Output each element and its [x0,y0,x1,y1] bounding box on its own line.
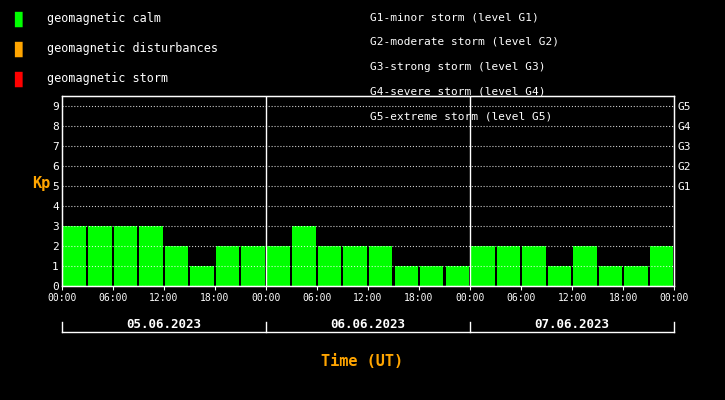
Bar [292,226,316,286]
Bar [241,246,265,286]
Bar [446,266,469,286]
Text: G5-extreme storm (level G5): G5-extreme storm (level G5) [370,111,552,121]
Text: █: █ [14,42,22,58]
Bar [191,266,214,286]
Text: 07.06.2023: 07.06.2023 [534,318,610,331]
Text: geomagnetic calm: geomagnetic calm [47,12,161,25]
Bar [650,246,674,286]
Bar [216,246,239,286]
Bar [165,246,189,286]
Text: 05.06.2023: 05.06.2023 [126,318,202,331]
Text: G4-severe storm (level G4): G4-severe storm (level G4) [370,86,545,96]
Bar [573,246,597,286]
Text: G3-strong storm (level G3): G3-strong storm (level G3) [370,62,545,72]
Bar [420,266,444,286]
Text: G1-minor storm (level G1): G1-minor storm (level G1) [370,12,539,22]
Bar [62,226,86,286]
Bar [497,246,520,286]
Text: geomagnetic storm: geomagnetic storm [47,72,168,85]
Bar [599,266,622,286]
Bar [547,266,571,286]
Bar [139,226,162,286]
Bar [394,266,418,286]
Text: geomagnetic disturbances: geomagnetic disturbances [47,42,218,55]
Bar [114,226,137,286]
Text: Time (UT): Time (UT) [321,354,404,369]
Bar [318,246,341,286]
Bar [471,246,494,286]
Text: █: █ [14,12,22,28]
Bar [369,246,392,286]
Bar [88,226,112,286]
Text: G2-moderate storm (level G2): G2-moderate storm (level G2) [370,37,559,47]
Bar [624,266,647,286]
Bar [522,246,545,286]
Text: █: █ [14,72,22,88]
Bar [344,246,367,286]
Bar [267,246,290,286]
Y-axis label: Kp: Kp [32,176,50,191]
Text: 06.06.2023: 06.06.2023 [331,318,405,331]
